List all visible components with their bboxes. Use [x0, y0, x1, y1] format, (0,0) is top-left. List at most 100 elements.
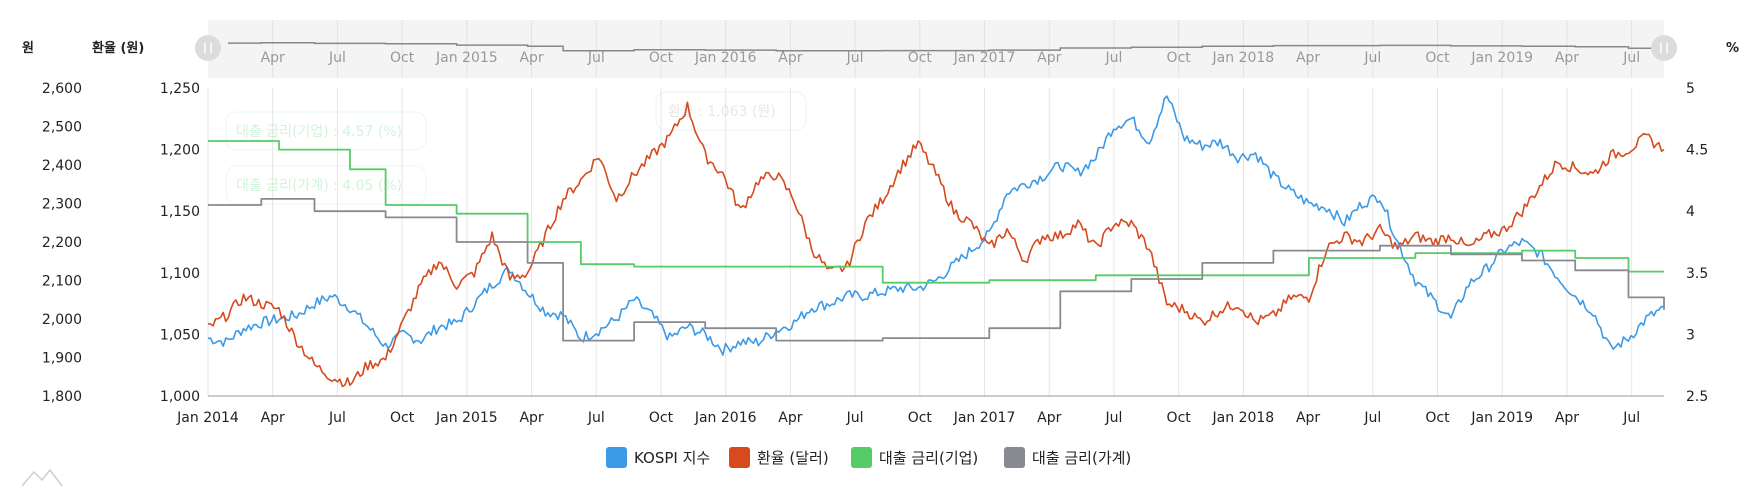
- navigator-tick-label: Apr: [1037, 50, 1061, 66]
- legend-label-kospi: KOSPI 지수: [634, 449, 710, 467]
- annotation-fx: 환율 : 1,063 (원): [668, 104, 776, 120]
- navigator-tick-label: Oct: [1425, 50, 1450, 66]
- y-tick-label: 2,500: [42, 120, 82, 136]
- navigator-tick-label: Jul: [1105, 50, 1123, 66]
- y-tick-label: 1,050: [160, 327, 200, 343]
- x-tick-label: Oct: [1167, 410, 1192, 426]
- legend-swatch-corp: [851, 447, 872, 468]
- series-lines: [207, 95, 1665, 388]
- left-inner-tick-labels: 1,250 1,200 1,150 1,100 1,050 1,000: [160, 81, 200, 405]
- x-tick-label: Jul: [1622, 410, 1640, 426]
- navigator-tick-label: Apr: [1555, 50, 1579, 66]
- navigator-tick-label: Oct: [908, 50, 933, 66]
- x-tick-label: Oct: [390, 410, 415, 426]
- navigator-tick-label: Jan 2019: [1470, 50, 1533, 66]
- x-tick-label: Apr: [1296, 410, 1320, 426]
- series-line-3[interactable]: [208, 198, 1665, 342]
- legend-label-fx: 환율 (달러): [757, 449, 829, 467]
- legend-label-household: 대출 금리(가계): [1032, 449, 1131, 467]
- navigator-tick-label: Jan 2017: [953, 50, 1016, 66]
- left-outer-axis-title: 원: [22, 41, 34, 56]
- navigator-line: [228, 41, 1665, 52]
- legend-swatch-household: [1004, 447, 1025, 468]
- series-line-0[interactable]: [207, 95, 1665, 356]
- legend: KOSPI 지수 환율 (달러) 대출 금리(기업) 대출 금리(가계): [606, 447, 1131, 468]
- annotation-corp: 대출 금리(기업) : 4.57 (%): [236, 124, 402, 140]
- legend-swatch-fx: [729, 447, 750, 468]
- right-axis-title: %: [1726, 41, 1739, 56]
- navigator-tick-label: Jan 2018: [1212, 50, 1275, 66]
- x-tick-label: Jul: [587, 410, 605, 426]
- navigator-tick-label: Apr: [519, 50, 543, 66]
- navigator-tick-label: Apr: [778, 50, 802, 66]
- navigator-tick-label: Jul: [587, 50, 605, 66]
- x-tick-label: Jan 2016: [694, 410, 757, 426]
- y-tick-label: 1,250: [160, 81, 200, 97]
- y-tick-label: 2,600: [42, 81, 82, 97]
- navigator-tick-label: Jan 2015: [435, 50, 498, 66]
- x-tick-label: Jul: [1363, 410, 1381, 426]
- x-tick-label: Apr: [261, 410, 285, 426]
- legend-label-corp: 대출 금리(기업): [879, 449, 978, 467]
- navigator-ticks: Apr Jul Oct Jan 2015 Apr Jul Oct Jan 2016 Apr Jul…: [261, 20, 1640, 78]
- x-tick-label: Jul: [1105, 410, 1123, 426]
- y-tick-label: 2.5: [1686, 389, 1708, 405]
- y-tick-label: 5: [1686, 81, 1695, 97]
- series-line-1[interactable]: [207, 101, 1665, 388]
- y-tick-label: 1,000: [160, 389, 200, 405]
- faded-annotations: 대출 금리(기업) : 4.57 (%) 대출 금리(가계) : 4.05 (%…: [225, 91, 807, 205]
- x-tick-label: Jan 2015: [435, 410, 498, 426]
- navigator-handle-left[interactable]: [195, 35, 221, 61]
- y-tick-label: 2,200: [42, 235, 82, 251]
- series-line-2[interactable]: [208, 140, 1664, 284]
- navigator-tick-label: Apr: [1296, 50, 1320, 66]
- x-tick-label: Oct: [649, 410, 674, 426]
- navigator-handle-right[interactable]: [1651, 35, 1677, 61]
- x-tick-label: Apr: [1037, 410, 1061, 426]
- x-tick-label: Jul: [846, 410, 864, 426]
- y-tick-label: 2,100: [42, 274, 82, 290]
- y-tick-label: 1,150: [160, 204, 200, 220]
- x-tick-label: Jul: [328, 410, 346, 426]
- x-tick-label: Oct: [1425, 410, 1450, 426]
- legend-swatch-kospi: [606, 447, 627, 468]
- navigator-tick-label: Jul: [846, 50, 864, 66]
- y-tick-label: 3.5: [1686, 266, 1708, 282]
- x-tick-label: Jan 2014: [176, 410, 239, 426]
- navigator-tick-label: Jul: [328, 50, 346, 66]
- navigator-tick-label: Oct: [1167, 50, 1192, 66]
- y-tick-label: 4.5: [1686, 143, 1708, 159]
- legend-item-household[interactable]: 대출 금리(가계): [1004, 447, 1131, 468]
- right-tick-labels: 5 4.5 4 3.5 3 2.5: [1686, 81, 1708, 405]
- navigator-tick-label: Oct: [649, 50, 674, 66]
- left-inner-axis-title: 환율 (원): [92, 40, 144, 56]
- left-outer-tick-labels: 2,600 2,500 2,400 2,300 2,200 2,100 2,000 1,900…: [42, 81, 82, 405]
- legend-item-fx[interactable]: 환율 (달러): [729, 447, 829, 468]
- x-tick-label: Oct: [908, 410, 933, 426]
- legend-item-corp[interactable]: 대출 금리(기업): [851, 447, 978, 468]
- annotation-household: 대출 금리(가계) : 4.05 (%): [236, 178, 402, 194]
- legend-item-kospi[interactable]: KOSPI 지수: [606, 447, 710, 468]
- mountain-logo-icon: [21, 468, 63, 486]
- y-tick-label: 2,000: [42, 312, 82, 328]
- navigator-tick-label: Jul: [1622, 50, 1640, 66]
- y-tick-label: 1,900: [42, 351, 82, 367]
- x-tick-labels: Jan 2014 Apr Jul Oct Jan 2015 Apr Jul Oct Jan 20…: [176, 410, 1640, 426]
- x-tick-label: Apr: [1555, 410, 1579, 426]
- y-tick-label: 1,100: [160, 266, 200, 282]
- x-tick-label: Jan 2017: [953, 410, 1016, 426]
- x-tick-label: Jan 2019: [1470, 410, 1533, 426]
- x-tick-label: Apr: [778, 410, 802, 426]
- navigator-background[interactable]: [208, 20, 1664, 78]
- y-tick-label: 2,300: [42, 197, 82, 213]
- x-tick-label: Apr: [519, 410, 543, 426]
- navigator-tick-label: Jul: [1363, 50, 1381, 66]
- y-tick-label: 1,200: [160, 143, 200, 159]
- navigator-tick-label: Apr: [261, 50, 285, 66]
- y-tick-label: 2,400: [42, 158, 82, 174]
- y-tick-label: 1,800: [42, 389, 82, 405]
- navigator-tick-label: Jan 2016: [694, 50, 757, 66]
- y-tick-label: 4: [1686, 204, 1695, 220]
